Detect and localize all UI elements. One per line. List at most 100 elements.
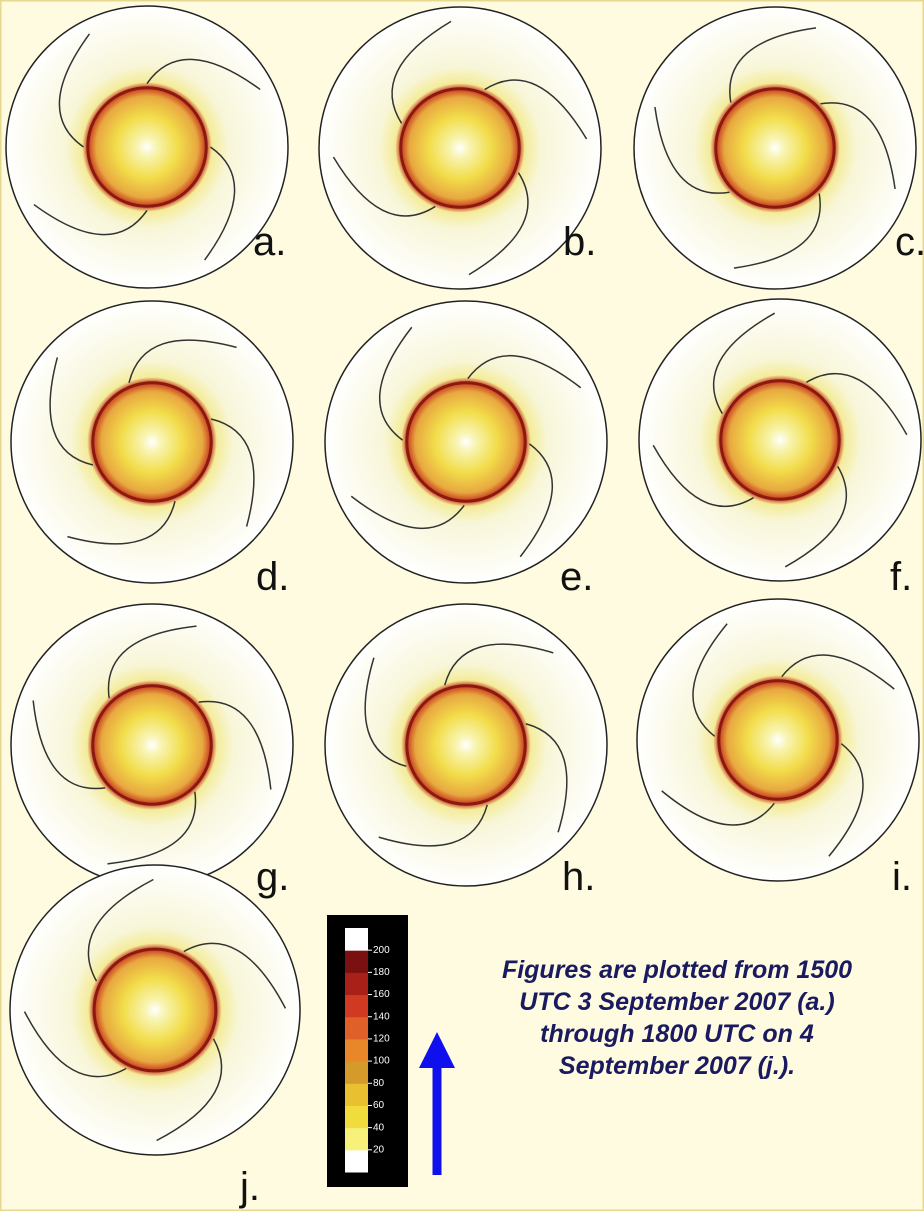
spiral-band [820,102,896,190]
spiral-band [378,804,488,847]
storm-panel [10,300,294,584]
colorbar-tick-label: 160 [373,989,390,1000]
colorbar-segment [345,972,368,996]
spiral-band [712,312,776,414]
colorbar-tick-label: 100 [373,1056,390,1067]
colorbar-tick-label: 200 [373,945,390,956]
panel-label: c. [895,220,924,264]
colorbar-segment [345,1127,368,1151]
spiral-band [692,623,728,737]
spiral-band [828,743,864,857]
spiral-band [107,625,197,699]
colorbar-tick-label: 60 [373,1100,385,1111]
spiral-band [661,790,775,826]
storm-panel [636,598,920,882]
caption: Figures are plotted from 1500 UTC 3 Septe… [502,956,852,1080]
spiral-band [198,700,272,790]
panels: a. b. c. d. e. f. g. h. i. j. [5,5,924,1209]
caption-line: Figures are plotted from 1500 [502,956,852,984]
spiral-band [468,172,529,276]
eyewall [405,381,527,503]
eyewall [714,87,836,209]
eyewall [91,381,213,503]
spiral-band [210,418,255,527]
colorbar-segment [345,928,368,951]
spiral-band [654,106,730,194]
panel-label: b. [563,220,596,264]
storm-panel [633,6,917,290]
spiral-band [58,33,91,148]
eyewall [719,379,841,501]
eyewall [717,679,839,801]
panel-label: j. [239,1165,260,1209]
caption-line: September 2007 (j.). [559,1052,795,1080]
storm-panel [9,864,301,1156]
spiral-band [391,20,452,124]
storm-panel [318,6,602,290]
colorbar-segment [345,1061,368,1084]
arrow-head [419,1032,455,1068]
spiral-band [87,878,154,982]
spiral-band [203,146,236,261]
eyewall [91,684,213,806]
spiral-band [652,444,754,508]
colorbar-tick-label: 80 [373,1078,385,1089]
spiral-band [183,942,287,1009]
colorbar-tick-label: 40 [373,1122,385,1133]
spiral-band [467,355,582,389]
panel-label: e. [560,555,593,599]
spiral-band [332,156,436,217]
spiral-band [128,339,237,384]
spiral-band [525,723,568,833]
colorbar-tick-label: 120 [373,1034,390,1045]
caption-line: through 1800 UTC on 4 [540,1020,814,1048]
storm-panel [324,300,608,584]
panel-label: d. [256,555,289,599]
spiral-band [379,326,413,441]
spiral-band [146,58,261,91]
panel-label: f. [890,555,912,599]
spiral-band [784,466,848,568]
spiral-band [32,700,106,790]
caption-line: UTC 3 September 2007 (a.) [519,988,834,1016]
storm-panel [324,603,608,887]
eyewall [399,87,521,209]
colorbar-segment [345,1105,368,1129]
spiral-band [781,654,895,690]
colorbar-tick-label: 140 [373,1011,390,1022]
spiral-band [484,79,588,140]
colorbar-segment [345,1083,368,1106]
colorbar-segment [345,1016,368,1040]
spiral-band [67,500,176,545]
spiral-band [364,657,407,767]
spiral-band [49,357,94,466]
storm-panel [638,298,922,582]
eyewall [405,684,527,806]
colorbar-tick-label: 180 [373,967,390,978]
panel-label: h. [562,855,595,899]
colorbar-segment [345,1038,368,1062]
spiral-band [806,372,908,436]
spiral-band [733,193,821,269]
eyewall [86,86,208,208]
spiral-band [350,495,465,529]
spiral-band [33,203,148,236]
colorbar-tick-label: 20 [373,1144,385,1155]
colorbar-segment [345,994,368,1018]
panel-label: a. [253,220,286,264]
storm-panel [10,603,294,887]
eyewall [92,947,218,1073]
spiral-band [156,1038,223,1142]
storm-panel [5,5,289,289]
spiral-band [107,791,197,865]
panel-label: g. [256,855,289,899]
colorbar: 20 40 60 80 100 120 140 160 180 200 [345,928,390,1173]
spiral-band [519,443,553,558]
panel-label: i. [892,855,912,899]
colorbar-segment [345,1149,368,1173]
spiral-band [23,1011,127,1078]
spiral-band [729,27,817,103]
spiral-band [444,643,554,686]
colorbar-segment [345,950,368,973]
